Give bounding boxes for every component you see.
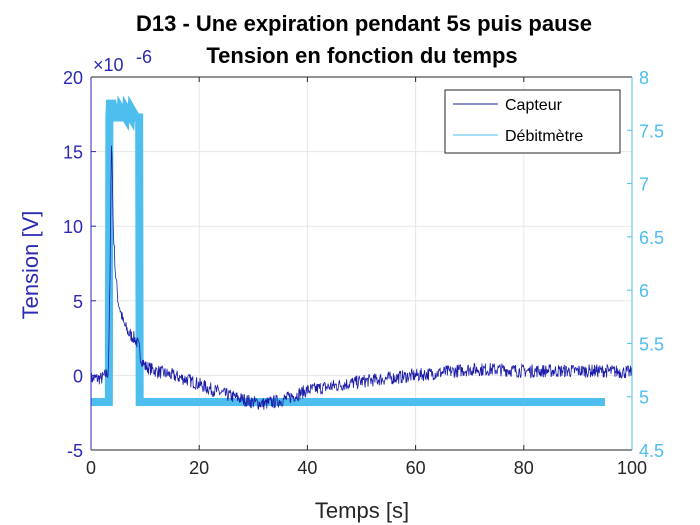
y-left-tick-label: 20 (63, 68, 83, 88)
axes (90, 76, 633, 451)
y-right-tick-label: 6 (639, 281, 649, 301)
x-tick-label: 80 (514, 458, 534, 478)
y-right-tick-label: 7 (639, 175, 649, 195)
x-tick-label: 100 (617, 458, 647, 478)
exponent-base: ×10 (93, 55, 124, 75)
x-tick-label: 0 (86, 458, 96, 478)
y-right-tick-label: 7.5 (639, 121, 664, 141)
y-right-tick-label: 5.5 (639, 334, 664, 354)
series-line-debitmetre (91, 95, 605, 407)
y-axis-label: Tension [V] (18, 211, 43, 320)
x-axis-label: Temps [s] (315, 498, 409, 523)
series-layer (90, 95, 633, 411)
series-line-capteur (90, 145, 633, 411)
legend-label-capteur: Capteur (505, 97, 563, 114)
exponent-power: -6 (136, 47, 152, 67)
y-left-tick-label: 10 (63, 217, 83, 237)
y-left-tick-label: 5 (73, 292, 83, 312)
legend: Capteur Débitmètre (444, 89, 621, 154)
y-right-tick-label: 5 (639, 388, 649, 408)
y-right-tick-label: 8 (639, 68, 649, 88)
left-axis-exponent: ×10 -6 (93, 47, 152, 75)
y-left-tick-label: -5 (67, 441, 83, 461)
x-tick-label: 40 (297, 458, 317, 478)
y-right-tick-label: 4.5 (639, 441, 664, 461)
y-left-tick-label: 0 (73, 366, 83, 386)
y-right-tick-label: 6.5 (639, 228, 664, 248)
chart-title: D13 - Une expiration pendant 5s puis pau… (136, 11, 592, 36)
chart-subtitle: Tension en fonction du temps (206, 43, 517, 68)
y-left-tick-label: 15 (63, 143, 83, 163)
legend-label-debitmetre: Débitmètre (505, 128, 583, 145)
legend-box (444, 89, 621, 154)
x-tick-label: 20 (189, 458, 209, 478)
x-tick-label: 60 (406, 458, 426, 478)
